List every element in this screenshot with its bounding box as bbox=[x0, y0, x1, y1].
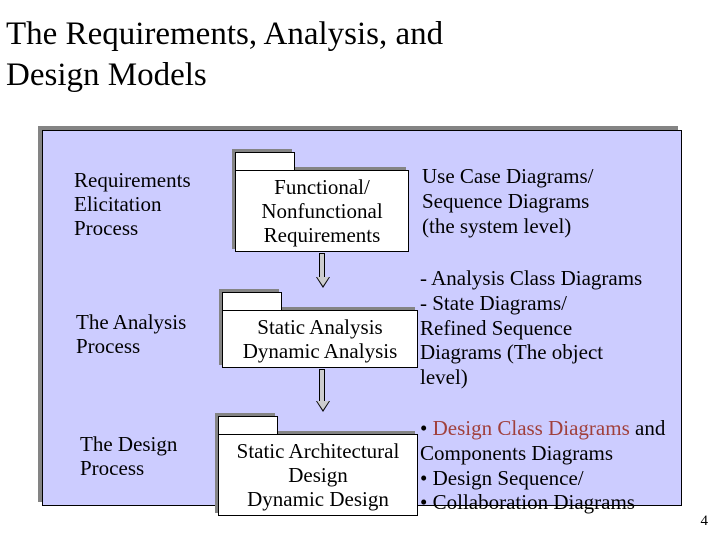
page-number: 4 bbox=[701, 513, 709, 530]
title-line2: Design Models bbox=[6, 57, 207, 93]
arrow-1 bbox=[316, 253, 328, 288]
right-label-analysis: - Analysis Class Diagrams - State Diagra… bbox=[420, 266, 642, 390]
arrow-2 bbox=[316, 369, 328, 412]
right-label-usecases: Use Case Diagrams/ Sequence Diagrams (th… bbox=[422, 164, 593, 238]
title-line1: The Requirements, Analysis, and bbox=[6, 16, 443, 52]
center-label-analysis: Static Analysis Dynamic Analysis bbox=[223, 311, 417, 363]
left-label-analysis: The Analysis Process bbox=[76, 310, 186, 358]
center-label-requirements: Functional/ Nonfunctional Requirements bbox=[236, 171, 408, 247]
right-label-design: • Design Class Diagrams and Components D… bbox=[420, 416, 665, 515]
left-label-design: The Design Process bbox=[80, 432, 177, 480]
left-label-requirements: Requirements Elicitation Process bbox=[74, 168, 191, 240]
page-title: The Requirements, Analysis, and Design M… bbox=[6, 14, 443, 97]
center-label-design: Static Architectural Design Dynamic Desi… bbox=[219, 435, 417, 511]
